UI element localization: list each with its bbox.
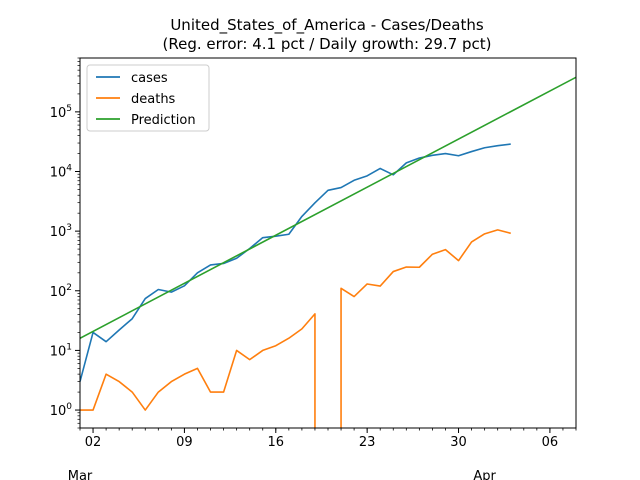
x-tick-label: 06 (542, 435, 559, 450)
series-line-cases (80, 143, 511, 382)
x-month-label: Apr (473, 469, 496, 480)
x-tick-label: 02 (85, 435, 102, 450)
chart-title: United_States_of_America - Cases/Deaths (170, 16, 484, 35)
x-tick-label: 09 (176, 435, 193, 450)
series-line-prediction (80, 76, 576, 339)
legend: cases deaths Prediction (86, 64, 210, 132)
legend-box (86, 64, 210, 132)
y-tick-label: 105 (50, 104, 72, 121)
x-tick-label: 23 (359, 435, 376, 450)
x-axis: 02 09 16 23 30 06 Mar Apr (68, 428, 577, 480)
legend-label-deaths: deaths (131, 92, 176, 107)
legend-label-cases: cases (131, 71, 168, 86)
y-axis: 100 101 102 103 104 105 (50, 57, 80, 429)
series-layer (80, 76, 576, 428)
series-line-deaths (80, 313, 316, 428)
y-tick-label: 104 (50, 163, 73, 180)
chart-subtitle: (Reg. error: 4.1 pct / Daily growth: 29.… (162, 35, 491, 53)
x-tick-label: 16 (268, 435, 285, 450)
series-line-deaths (340, 229, 511, 428)
y-tick-label: 102 (50, 283, 72, 300)
legend-label-prediction: Prediction (131, 113, 196, 128)
y-tick-label: 103 (50, 223, 72, 240)
y-tick-label: 101 (50, 342, 72, 359)
y-tick-label: 100 (50, 402, 73, 419)
x-tick-label: 30 (450, 435, 467, 450)
x-month-label: Mar (68, 469, 93, 480)
